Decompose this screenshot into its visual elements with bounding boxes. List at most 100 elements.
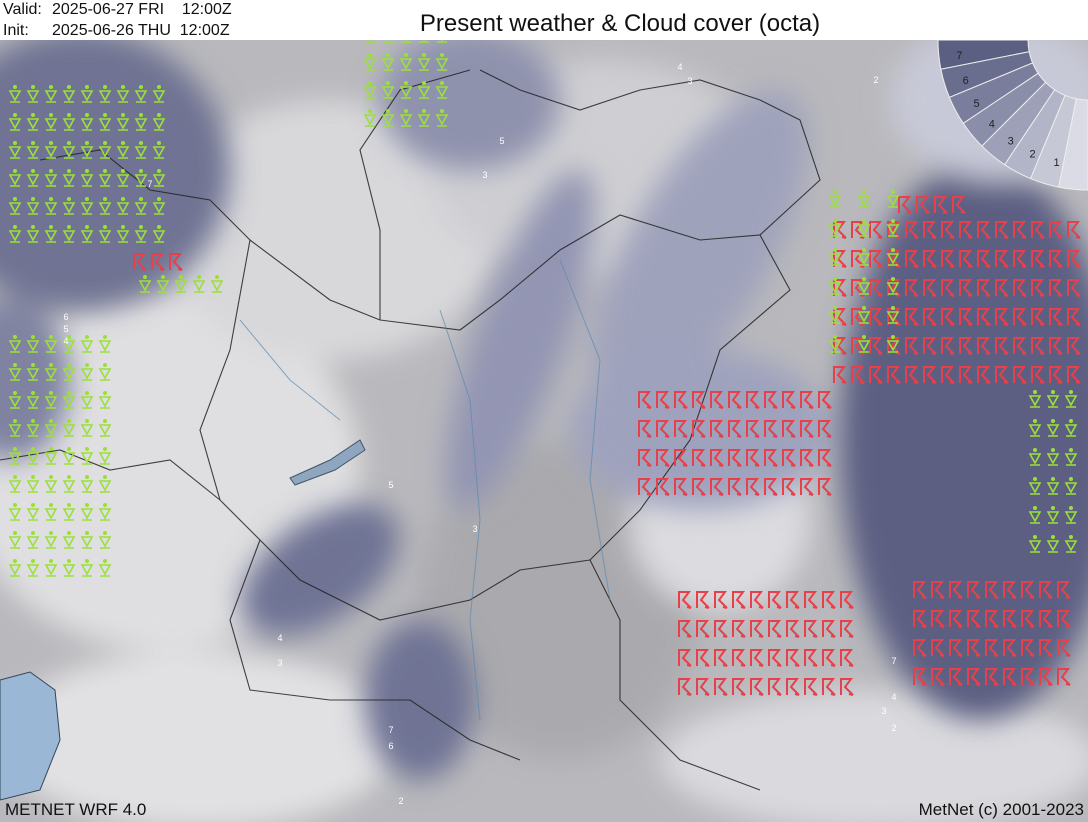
thunder-symbol [1067,366,1081,384]
shower-symbol [44,424,58,437]
thunder-symbol [923,366,937,384]
shower-dot [368,53,372,57]
shower-dot [13,503,17,507]
shower-symbol [363,58,377,71]
shower-symbol [417,86,431,99]
shower-dot [1069,506,1073,510]
shower-dot [103,531,107,535]
thunder-symbol [959,337,973,355]
shower-symbol [62,368,76,381]
shower-dot [31,141,35,145]
thunder-symbol [923,279,937,297]
shower-symbol [80,564,94,577]
shower-symbol [26,340,40,353]
thunder-symbol [887,366,901,384]
thunder-symbol [1049,308,1063,326]
shower-dot [1033,419,1037,423]
shower-symbol [1028,511,1042,524]
thunder-symbol [887,308,901,326]
shower-symbol [44,174,58,187]
thunder-symbol [949,668,963,686]
shower-symbol [26,396,40,409]
shower-dot [31,559,35,563]
shower-symbol [1046,540,1060,553]
shower-symbol [116,230,130,243]
thunder-symbol [714,620,728,638]
shower-symbol [886,282,900,295]
contour-label: 2 [398,796,403,806]
shower-dot [85,225,89,229]
shower-dot [862,190,866,194]
shower-symbol [98,174,112,187]
shower-symbol [399,86,413,99]
shower-dot [31,447,35,451]
thunder-symbol [905,221,919,239]
shower-dot [85,335,89,339]
thunder-symbol [1021,581,1035,599]
shower-dot [386,109,390,113]
shower-symbol [8,536,22,549]
thunder-symbol [1049,221,1063,239]
shower-dot [67,559,71,563]
thunder-symbol [696,591,710,609]
shower-dot [31,225,35,229]
thunder-symbol [931,668,945,686]
thunder-symbol [995,279,1009,297]
thunder-symbol [710,391,724,409]
thunder-symbol [851,221,865,239]
thunder-symbol [746,391,760,409]
thunder-symbol [995,308,1009,326]
shower-symbol [80,508,94,521]
contour-label: 3 [277,658,282,668]
thunder-symbol [169,253,183,271]
header-band [0,0,1088,40]
shower-dot [49,363,53,367]
legend-label: 1 [1053,157,1059,169]
thunder-symbol [941,337,955,355]
thunder-symbol [1031,337,1045,355]
shower-symbol [62,174,76,187]
contour-label: 5 [63,324,68,334]
shower-symbol [98,564,112,577]
shower-dot [85,197,89,201]
shower-dot [49,419,53,423]
shower-dot [833,248,837,252]
shower-symbol [26,118,40,131]
thunder-symbol [905,279,919,297]
thunder-symbol [887,250,901,268]
shower-dot [121,169,125,173]
thunder-symbol [1039,610,1053,628]
shower-dot [85,85,89,89]
shower-symbol [435,114,449,127]
shower-dot [103,141,107,145]
shower-symbol [857,340,871,353]
thunder-symbol [656,391,670,409]
thunder-symbol [732,591,746,609]
thunder-symbol [1031,279,1045,297]
shower-symbol [857,224,871,237]
thunder-symbol [786,620,800,638]
thunder-symbol [804,620,818,638]
thunder-symbol [678,591,692,609]
shower-dot [49,197,53,201]
shower-dot [13,447,17,451]
shower-symbol [62,230,76,243]
shower-dot [157,141,161,145]
shower-symbol [152,90,166,103]
shower-symbol [192,280,206,293]
thunder-symbol [638,420,652,438]
thunder-symbol [696,649,710,667]
thunder-symbol [1003,668,1017,686]
shower-symbol [98,368,112,381]
legend-label: 5 [973,98,979,110]
shower-dot [13,363,17,367]
shower-dot [121,113,125,117]
thunder-symbol [818,420,832,438]
thunder-symbol [696,678,710,696]
shower-symbol [363,86,377,99]
shower-dot [1051,448,1055,452]
shower-symbol [399,114,413,127]
shower-symbol [44,230,58,243]
thunder-symbol [133,253,147,271]
shower-dot [49,169,53,173]
